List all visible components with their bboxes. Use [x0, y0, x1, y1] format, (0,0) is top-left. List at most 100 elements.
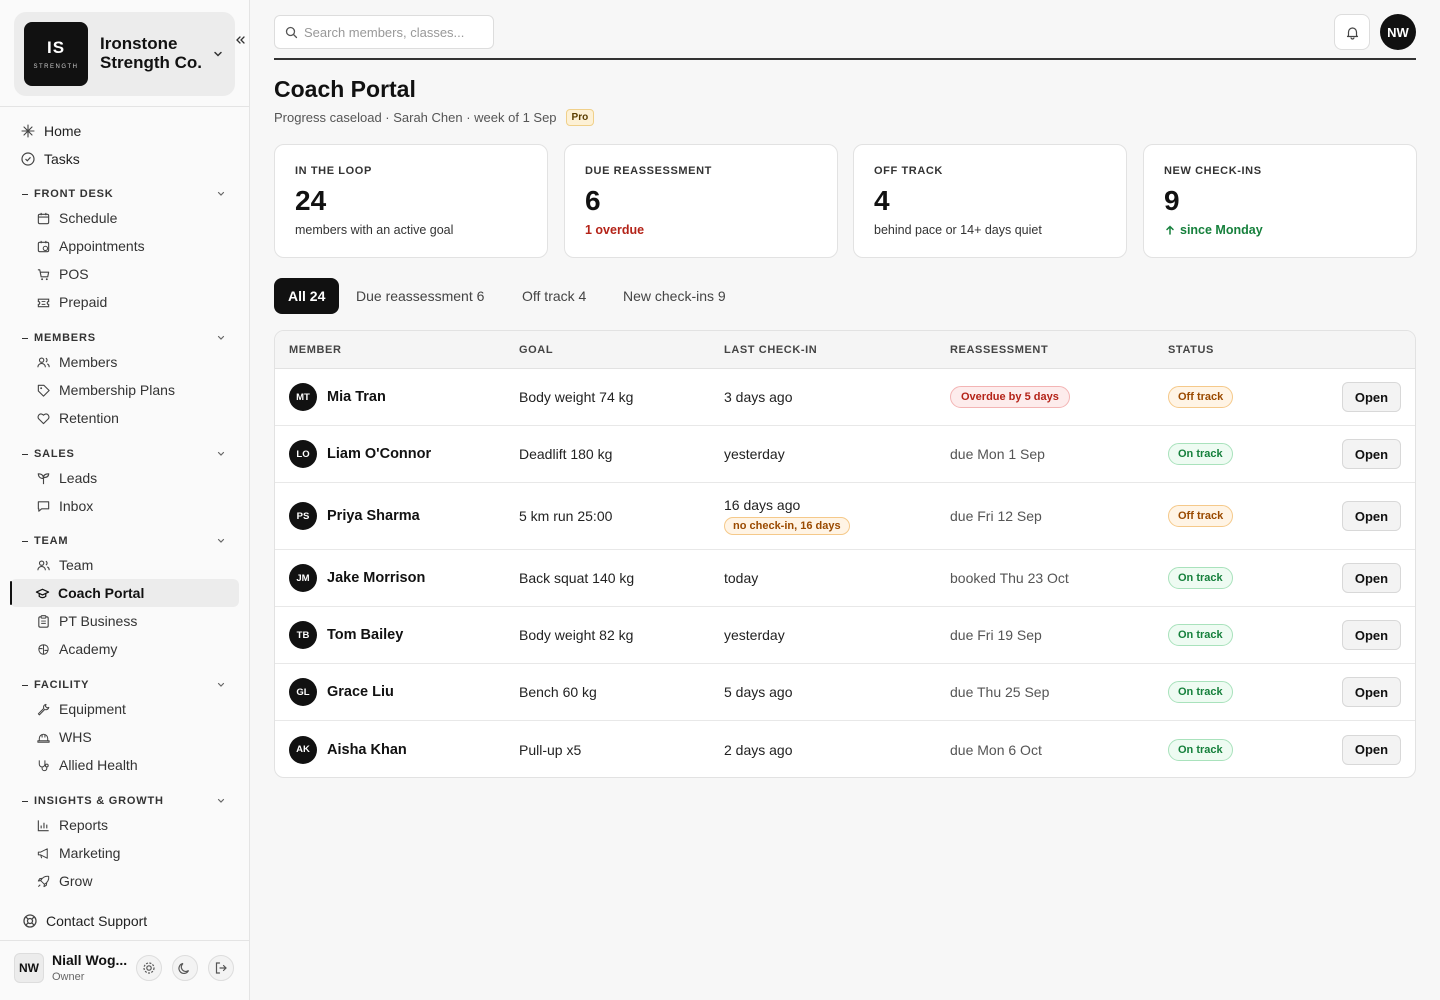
nav-tasks[interactable]: Tasks [20, 147, 80, 171]
member-cell: MT Mia Tran [289, 369, 386, 425]
sidebar-item-label: Appointments [59, 238, 145, 254]
tab-due-reassessment[interactable]: Due reassessment 6 [356, 288, 485, 304]
sidebar-item-label: Grow [59, 873, 93, 889]
member-cell: GL Grace Liu [289, 664, 394, 720]
settings-button[interactable] [136, 955, 162, 981]
reassessment-text: due Mon 1 Sep [950, 446, 1045, 462]
member-cell: LO Liam O'Connor [289, 426, 431, 482]
nav-item-label: Home [44, 123, 82, 139]
chevron-down-icon[interactable] [216, 189, 226, 199]
section-header[interactable]: MEMBERS [22, 330, 232, 346]
column-header-reassessment: REASSESSMENT [950, 344, 1049, 356]
status-cell: On track [1168, 550, 1233, 606]
avatar: LO [289, 440, 317, 468]
last-check-in-text: 2 days ago [724, 741, 793, 758]
sidebar-item-retention[interactable]: Retention [36, 406, 119, 430]
status-cell: Off track [1168, 483, 1234, 549]
sidebar-item-inbox[interactable]: Inbox [36, 494, 93, 518]
member-name[interactable]: Priya Sharma [327, 508, 420, 524]
logout-button[interactable] [208, 955, 234, 981]
sidebar: IS STRENGTH Ironstone Strength Co. Home T… [0, 0, 250, 1000]
open-button[interactable]: Open [1342, 734, 1401, 765]
section-header[interactable]: INSIGHTS & GROWTH [22, 793, 232, 809]
last-check-in-cell: yesterday [724, 426, 785, 482]
collapse-sidebar-icon[interactable] [234, 34, 246, 46]
sidebar-item-allied-health[interactable]: Allied Health [36, 753, 138, 777]
tab-off-track[interactable]: Off track 4 [522, 288, 587, 304]
tab-new-check-ins[interactable]: New check-ins 9 [623, 288, 726, 304]
search-input[interactable] [304, 24, 474, 40]
sidebar-item-pt-business[interactable]: PT Business [36, 609, 137, 633]
open-button[interactable]: Open [1342, 501, 1401, 531]
section-title: FACILITY [34, 679, 90, 691]
open-button[interactable]: Open [1342, 382, 1401, 412]
chevron-down-icon[interactable] [216, 536, 226, 546]
chevron-down-icon[interactable] [216, 449, 226, 459]
section-header[interactable]: FACILITY [22, 677, 232, 693]
sidebar-item-label: Prepaid [59, 294, 108, 310]
contact-support-link[interactable]: Contact Support [22, 910, 147, 932]
sidebar-item-label: Academy [59, 641, 118, 657]
heart-icon [36, 411, 51, 426]
sidebar-item-team[interactable]: Team [36, 553, 93, 577]
tab-all[interactable]: All 24 [274, 278, 340, 314]
search-bar[interactable] [274, 15, 494, 49]
goal-cell: 5 km run 25:00 [519, 508, 613, 524]
member-name[interactable]: Aisha Khan [327, 741, 407, 758]
arrow-up-icon [1164, 224, 1176, 236]
sidebar-item-marketing[interactable]: Marketing [36, 841, 120, 865]
table-row: TB Tom Bailey Body weight 82 kg yesterday du… [275, 607, 1415, 664]
column-header-member: MEMBER [289, 344, 342, 356]
section-dash [22, 540, 28, 542]
section-title: SALES [34, 448, 75, 460]
stat-note: behind pace or 14+ days quiet [874, 223, 1042, 237]
sidebar-item-coach-portal[interactable]: Coach Portal [10, 579, 239, 607]
bell-icon [1345, 25, 1360, 40]
sidebar-item-academy[interactable]: Academy [36, 637, 117, 661]
sidebar-item-whs[interactable]: WHS [36, 725, 92, 749]
sidebar-item-leads[interactable]: Leads [36, 466, 97, 490]
sidebar-item-reports[interactable]: Reports [36, 813, 108, 837]
reassessment-cell: due Mon 1 Sep [950, 426, 1045, 482]
clipboard-icon [36, 614, 51, 629]
main-content: NW Coach Portal Progress caseload · Sara… [250, 0, 1440, 1000]
open-button[interactable]: Open [1342, 620, 1401, 650]
open-button[interactable]: Open [1342, 677, 1401, 707]
sidebar-item-grow[interactable]: Grow [36, 869, 92, 893]
chevron-down-icon[interactable] [216, 333, 226, 343]
stat-value: 4 [874, 185, 890, 216]
sidebar-item-prepaid[interactable]: Prepaid [36, 290, 107, 314]
member-name[interactable]: Mia Tran [327, 389, 386, 405]
sidebar-item-label: Leads [59, 470, 98, 486]
open-button[interactable]: Open [1342, 563, 1401, 593]
avatar[interactable]: NW [14, 953, 44, 983]
search-icon [285, 26, 298, 39]
section-header[interactable]: FRONT DESK [22, 186, 232, 202]
sidebar-item-equipment[interactable]: Equipment [36, 697, 126, 721]
ticket-icon [36, 295, 51, 310]
chevron-down-icon[interactable] [216, 796, 226, 806]
nav-home[interactable]: Home [20, 119, 81, 143]
sidebar-item-appointments[interactable]: Appointments [36, 234, 145, 258]
avatar[interactable]: NW [1380, 14, 1416, 50]
sidebar-item-members[interactable]: Members [36, 350, 117, 374]
member-name[interactable]: Liam O'Connor [327, 446, 432, 462]
sidebar-item-membership-plans[interactable]: Membership Plans [36, 378, 175, 402]
chevron-down-icon[interactable] [216, 680, 226, 690]
theme-toggle-button[interactable] [172, 955, 198, 981]
section-header[interactable]: SALES [22, 446, 232, 462]
column-header-last-check-in: LAST CHECK-IN [724, 344, 818, 356]
member-name[interactable]: Grace Liu [327, 684, 394, 700]
member-name[interactable]: Tom Bailey [327, 627, 404, 643]
sidebar-item-schedule[interactable]: Schedule [36, 206, 117, 230]
brand-switcher[interactable]: IS STRENGTH Ironstone Strength Co. [14, 12, 245, 96]
member-name[interactable]: Jake Morrison [327, 570, 426, 586]
stat-value: 24 [295, 185, 327, 216]
section-header[interactable]: TEAM [22, 533, 232, 549]
sidebar-item-pos[interactable]: POS [36, 262, 89, 286]
member-cell: AK Aisha Khan [289, 721, 407, 777]
open-button[interactable]: Open [1342, 439, 1401, 469]
last-check-in-text: 3 days ago [724, 389, 793, 405]
notifications-button[interactable] [1334, 14, 1370, 50]
reassessment-text: due Fri 12 Sep [950, 508, 1042, 524]
